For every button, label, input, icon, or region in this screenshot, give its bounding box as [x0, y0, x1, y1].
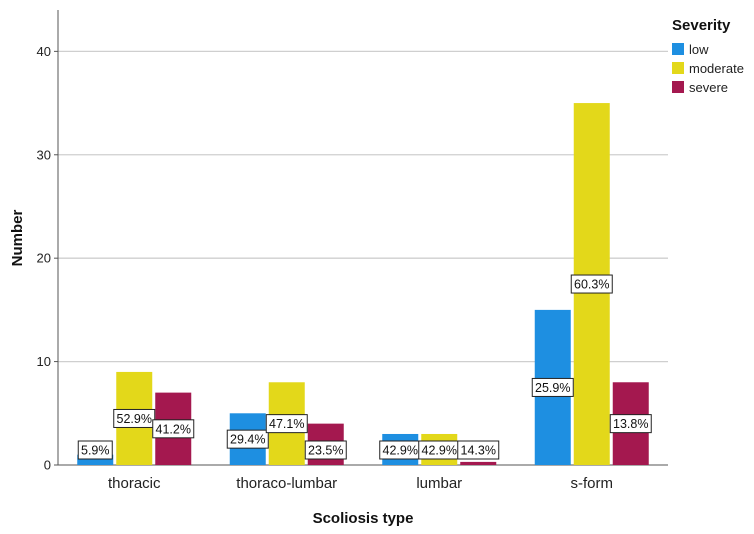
percent-label-moderate: 52.9% [113, 408, 156, 428]
x-tick-label: lumbar [416, 475, 462, 492]
y-tick-label: 10 [37, 354, 51, 369]
percent-label-severe: 41.2% [152, 419, 195, 439]
percent-label-text: 25.9% [535, 381, 570, 395]
y-tick-label: 0 [44, 458, 51, 473]
x-tick-label: thoraco-lumbar [236, 475, 337, 492]
percent-label-box [304, 440, 347, 460]
percent-label-text: 42.9% [383, 444, 418, 458]
percent-label-box [570, 274, 613, 294]
percent-label-text: 23.5% [308, 444, 343, 458]
percent-label-text: 29.4% [230, 433, 265, 447]
percent-label-box [152, 419, 195, 439]
legend-title: Severity [672, 17, 731, 34]
percent-label-box [265, 414, 308, 434]
percent-label-text: 14.3% [461, 444, 496, 458]
percent-label-text: 42.9% [422, 444, 457, 458]
y-axis-title: Number [9, 210, 26, 267]
y-tick-labels: 0 10 20 30 40 [37, 44, 58, 473]
legend-swatch-moderate [672, 62, 684, 74]
bars [77, 103, 649, 466]
percent-label-box [609, 414, 652, 434]
y-tick-label: 20 [37, 251, 51, 266]
bar-severe [460, 461, 497, 465]
legend-swatch-low [672, 43, 684, 55]
percent-label-severe: 23.5% [304, 440, 347, 460]
legend-label-severe: severe [689, 80, 728, 95]
percent-label-text: 60.3% [574, 278, 609, 292]
percent-label-severe: 13.8% [609, 414, 652, 434]
x-tick-label: thoracic [108, 475, 161, 492]
percent-label-moderate: 60.3% [570, 274, 613, 294]
percent-label-low: 5.9% [77, 440, 113, 460]
x-tick-label: s-form [571, 475, 614, 492]
percent-label-text: 13.8% [613, 417, 648, 431]
percent-label-text: 47.1% [269, 417, 304, 431]
legend-swatch-severe [672, 81, 684, 93]
percent-label-moderate: 42.9% [418, 440, 461, 460]
percent-label-box [531, 377, 574, 397]
legend-label-low: low [689, 42, 709, 57]
bar-low [77, 454, 114, 465]
y-tick-label: 40 [37, 44, 51, 59]
percent-label-box [113, 408, 156, 428]
percent-label-low: 29.4% [226, 429, 269, 449]
percent-label-box [226, 429, 269, 449]
legend-label-moderate: moderate [689, 61, 744, 76]
percent-label-text: 41.2% [156, 422, 191, 436]
percent-labels: 5.9% 52.9% 41.2% 29.4% 47.1% 23.5% 42.9% 42.9% 1… [77, 274, 652, 460]
percent-label-low: 25.9% [531, 377, 574, 397]
x-axis-title: Scoliosis type [313, 510, 414, 527]
percent-label-text: 52.9% [117, 412, 152, 426]
percent-label-text: 5.9% [81, 444, 110, 458]
y-tick-label: 30 [37, 147, 51, 162]
x-tick-labels: thoracic thoraco-lumbar lumbar s-form [108, 475, 613, 492]
percent-label-box [457, 440, 500, 460]
percent-label-moderate: 47.1% [265, 414, 308, 434]
percent-label-box [77, 440, 113, 460]
percent-label-low: 42.9% [379, 440, 422, 460]
percent-label-severe: 14.3% [457, 440, 500, 460]
legend: Severity low moderate severe [672, 17, 744, 95]
